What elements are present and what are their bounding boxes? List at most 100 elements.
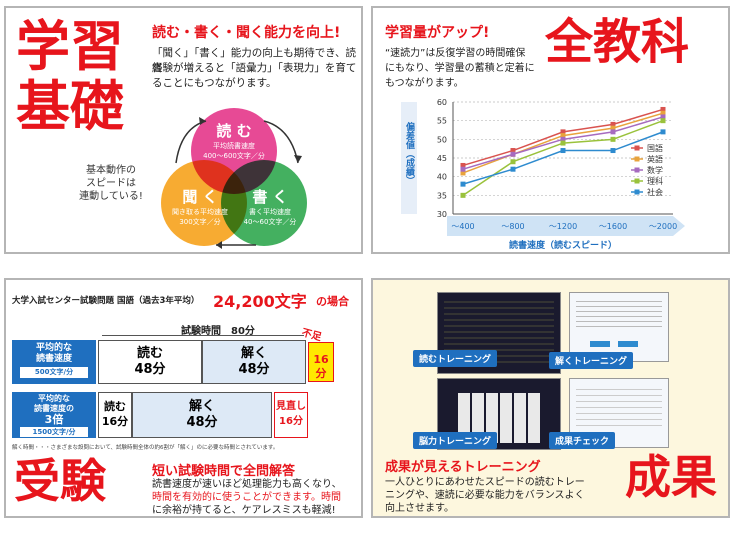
y-axis-band — [401, 102, 417, 214]
legend-marker — [634, 156, 640, 162]
row1-solve-label: 解く — [240, 346, 267, 361]
data-point — [610, 129, 616, 135]
listen-sub-2: 300文字／分 — [179, 218, 221, 226]
y-tick-label: 50 — [437, 135, 447, 144]
panel-exam: 大学入試センター試験問題 国語（過去3年平均） 24,200文字 の場合 試験時… — [4, 278, 363, 518]
data-point — [460, 181, 466, 187]
legend-marker — [634, 167, 640, 173]
legend-label: 数学 — [647, 165, 663, 175]
solve-training-screenshot — [569, 292, 669, 362]
legend-marker — [634, 145, 640, 151]
row2-read-time: 16分 — [101, 415, 129, 428]
y-tick-label: 40 — [437, 173, 447, 182]
write-label: 書 く 書く平均速度 40～60文字／分 — [234, 186, 306, 227]
p2-big-title: 全教科 — [545, 14, 690, 70]
row2-label-1: 平均的な — [38, 394, 70, 403]
solve-text-block — [576, 301, 662, 331]
row1-solve-time: 48分 — [238, 362, 270, 377]
p4-body-1: 一人ひとりにあわせたスピードの読むトレー — [385, 477, 585, 488]
data-point — [460, 162, 466, 168]
data-point — [460, 170, 466, 176]
data-point — [660, 114, 666, 120]
x-tick-label: ～800 — [501, 222, 524, 231]
data-point — [660, 129, 666, 135]
data-point — [560, 148, 566, 154]
legend-marker — [634, 178, 640, 184]
p2-body-1: “速読力”は反復学習の時間確保 — [385, 48, 526, 59]
p1-headline: 読む・書く・聞く能力を向上! — [152, 25, 341, 41]
row1-label-1: 平均的な — [35, 343, 72, 353]
y-tick-label: 30 — [437, 210, 447, 219]
data-point — [560, 129, 566, 135]
p4-body-2: ニングや、速読に必要な能力をバランスよく — [385, 490, 585, 501]
row1-shortage-time: 16分 — [308, 342, 334, 382]
p4-big-title: 成果 — [625, 450, 717, 504]
data-point — [510, 159, 516, 165]
label-brain-training: 脳力トレーニング — [413, 432, 498, 449]
p3-big-title: 受験 — [14, 454, 106, 508]
data-point — [460, 192, 466, 198]
row1-read: 読む 48分 — [98, 340, 202, 384]
x-axis-arrow — [447, 216, 685, 236]
panel-all-subjects: 学習量がアップ! 全教科 “速読力”は反復学習の時間確保 にもなり、学習量の蓄積… — [371, 6, 730, 254]
p3-body-1: 読書速度が速いほど処理能力も高くなり、 — [152, 479, 342, 490]
p1-body-2: 経験が増えると「語彙力」「表現力」を育て — [152, 62, 357, 74]
p2-body-3: もつながります。 — [385, 78, 464, 89]
p1-body-3: ることにもつながります。 — [152, 77, 277, 89]
data-point — [560, 133, 566, 139]
row2-solve-label: 解く — [188, 399, 215, 414]
big-title-1: 学習 — [16, 15, 124, 78]
callout-line-2: スピードは — [86, 178, 136, 189]
row2-label-3: 3倍 — [44, 413, 64, 426]
row2-review: 見直し 16分 — [274, 392, 308, 438]
label-result-check: 成果チェック — [549, 432, 616, 449]
p3-headline: 短い試験時間で全問解答 — [152, 464, 296, 479]
big-title-2: 基礎 — [16, 75, 124, 138]
label-read-training: 読むトレーニング — [413, 350, 498, 367]
row2-label-4: 1500文字/分 — [20, 427, 88, 437]
result-lines — [576, 389, 662, 429]
row1-label: 平均的な 読書速度 500文字/分 — [12, 340, 96, 384]
data-point — [510, 166, 516, 172]
read-sub-2: 400～600文字／分 — [203, 152, 265, 160]
row2-read-label: 読む — [104, 400, 126, 413]
p3-header-prefix: 大学入試センター試験問題 国語（過去3年平均） — [12, 296, 200, 306]
y-tick-label: 45 — [437, 154, 447, 163]
panel-basic-learning: 学習 基礎 読む・書く・聞く能力を向上! 「聞く」「書く」能力の向上も期待でき、… — [4, 6, 363, 254]
row1-read-time: 48分 — [134, 362, 166, 377]
write-circle — [221, 160, 307, 246]
data-point — [660, 118, 666, 124]
score-chart: 偏差値（成績） 30 35 40 45 50 55 60 ～400 ～800 ～1200 ～1600 ～… — [401, 98, 685, 250]
cycle-arrows-icon — [175, 117, 302, 249]
read-label: 読 む 平均読書速度 400～600文字／分 — [191, 120, 277, 161]
y-tick-label: 35 — [437, 191, 447, 200]
panel-results: 読むトレーニング 解くトレーニング 脳力トレーニング 成果チェック 成果が見える… — [371, 278, 730, 518]
write-sub-2: 40～60文字／分 — [243, 218, 297, 226]
row2-label-2: 読書速度の — [34, 404, 74, 413]
x-axis-title: 読書速度（読むスピード） — [509, 239, 617, 250]
listen-label: 聞 く 聞き取る平均速度 300文字／分 — [164, 186, 236, 227]
x-tick-label: ～2000 — [649, 222, 677, 231]
y-tick-label: 60 — [437, 98, 447, 107]
x-tick-label: ～1600 — [599, 222, 627, 231]
legend-label: 社会 — [647, 187, 663, 197]
p2-headline: 学習量がアップ! — [385, 25, 490, 41]
read-sub-1: 平均読書速度 — [213, 142, 255, 150]
write-sub-1: 書く平均速度 — [249, 208, 291, 216]
callout-line-1: 基本動作の — [86, 165, 136, 176]
time-divider — [102, 335, 304, 336]
p3-header-big: 24,200文字 — [213, 292, 307, 311]
listen-title: 聞 く — [182, 188, 218, 206]
p3-header-suffix: の場合 — [316, 295, 349, 308]
p3-body-3: に余裕が持てると、ケアレスミスも軽減! — [152, 505, 336, 516]
listen-sub-1: 聞き取る平均速度 — [172, 208, 228, 216]
read-title: 読 む — [216, 122, 252, 140]
row2-read: 読む 16分 — [98, 392, 132, 438]
data-point — [560, 140, 566, 146]
row2-solve: 解く 48分 — [132, 392, 272, 438]
legend-marker — [634, 189, 640, 195]
legend-label: 理科 — [647, 176, 663, 186]
solve-button-2 — [618, 341, 638, 347]
data-point — [610, 121, 616, 127]
row1-solve: 解く 48分 — [202, 340, 306, 384]
